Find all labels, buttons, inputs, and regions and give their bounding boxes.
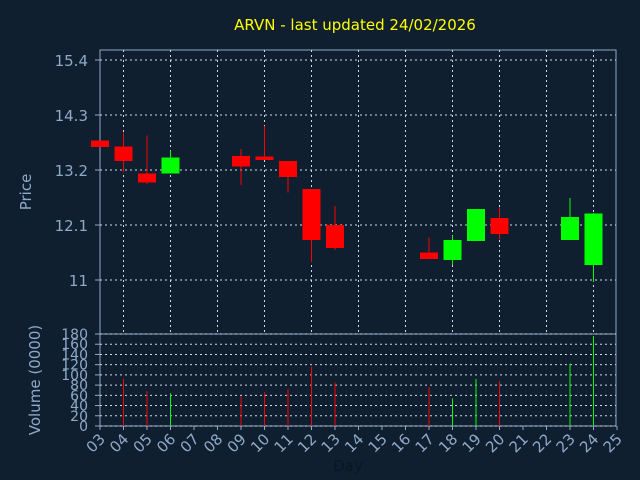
volume-tick-label: 20 [70,409,88,425]
candle [490,207,509,239]
price-tick-label: 11 [69,272,88,290]
candle-body [584,213,603,265]
candle-body [302,189,321,240]
candle [467,209,485,241]
price-panel: 15.4 14.3 13.2 12.1 11 Price [17,49,617,335]
candle-body [467,209,485,241]
candle-body [161,157,180,174]
candle [302,189,321,262]
chart-title: ARVN - last updated 24/02/2026 [234,16,476,34]
candle-body [255,156,274,160]
candle-body [443,240,462,260]
volume-tick-label: 140 [61,347,88,363]
volume-tick-label: 160 [61,337,88,353]
candle [561,198,579,240]
price-y-ticks: 15.4 14.3 13.2 12.1 11 [55,52,100,290]
candle-body [138,173,156,183]
volume-tick-label: 60 [70,388,88,404]
volume-tick-label: 40 [70,399,88,415]
candle-body [232,156,250,167]
candles [91,126,603,282]
candle [279,161,297,193]
candle-body [91,140,109,147]
candle [91,140,109,147]
candle-body [420,252,438,259]
volume-tick-label: 120 [61,358,88,374]
candle [326,206,344,250]
candle [443,235,462,265]
candle [161,150,180,174]
candle-body [490,218,509,234]
volume-tick-label: 100 [61,368,88,384]
candle [138,135,156,184]
candle [584,213,603,282]
x-axis-label: Day [333,457,363,475]
price-axis-label: Price [17,174,35,211]
candle [232,149,250,185]
candle [420,237,438,259]
price-tick-label: 12.1 [55,217,88,235]
candle [255,126,274,160]
volume-tick-label: 0 [79,419,88,435]
price-tick-label: 15.4 [55,52,88,70]
price-tick-label: 14.3 [55,107,88,125]
price-grid [100,50,616,334]
volume-tick-label: 80 [70,378,88,394]
candle-body [279,161,297,177]
candle-body [326,225,344,248]
volume-bars [123,336,594,426]
candle [114,132,133,172]
candle-body [561,217,579,240]
price-tick-label: 13.2 [55,162,88,180]
volume-axis-label: Volume (0000) [26,325,44,435]
volume-grid [100,333,616,427]
candle-body [114,146,133,161]
volume-tick-label: 180 [61,327,88,343]
